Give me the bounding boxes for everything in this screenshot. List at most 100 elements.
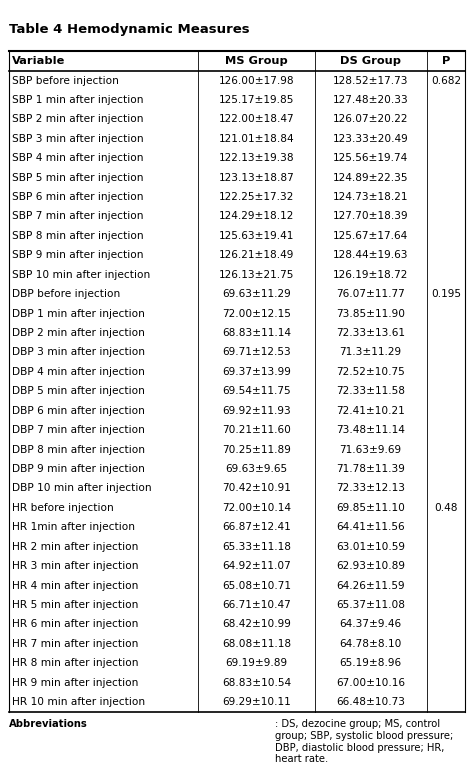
Text: 69.63±11.29: 69.63±11.29 (222, 289, 291, 299)
Text: 69.19±9.89: 69.19±9.89 (225, 658, 288, 668)
Text: 72.33±11.58: 72.33±11.58 (336, 387, 405, 397)
Text: 69.29±10.11: 69.29±10.11 (222, 697, 291, 707)
Text: 122.00±18.47: 122.00±18.47 (219, 114, 294, 124)
Text: 121.01±18.84: 121.01±18.84 (219, 133, 294, 143)
Text: 68.83±11.14: 68.83±11.14 (222, 328, 291, 338)
Text: 126.13±21.75: 126.13±21.75 (219, 270, 294, 280)
Text: 66.48±10.73: 66.48±10.73 (336, 697, 405, 707)
Text: 71.63±9.69: 71.63±9.69 (339, 445, 402, 455)
Text: HR 4 min after injection: HR 4 min after injection (12, 581, 139, 591)
Text: Abbreviations: Abbreviations (9, 719, 87, 729)
Text: 64.26±11.59: 64.26±11.59 (337, 581, 405, 591)
Text: 123.33±20.49: 123.33±20.49 (333, 133, 409, 143)
Text: SBP 7 min after injection: SBP 7 min after injection (12, 212, 144, 222)
Text: SBP before injection: SBP before injection (12, 75, 119, 86)
Text: SBP 4 min after injection: SBP 4 min after injection (12, 153, 144, 163)
Text: SBP 5 min after injection: SBP 5 min after injection (12, 173, 144, 183)
Text: DBP 6 min after injection: DBP 6 min after injection (12, 406, 145, 416)
Text: 69.54±11.75: 69.54±11.75 (222, 387, 291, 397)
Text: 62.93±10.89: 62.93±10.89 (336, 561, 405, 571)
Text: 72.52±10.75: 72.52±10.75 (336, 367, 405, 377)
Text: HR 2 min after injection: HR 2 min after injection (12, 542, 139, 551)
Text: SBP 1 min after injection: SBP 1 min after injection (12, 95, 144, 105)
Text: 72.00±12.15: 72.00±12.15 (222, 308, 291, 318)
Text: DBP before injection: DBP before injection (12, 289, 120, 299)
Text: 65.33±11.18: 65.33±11.18 (222, 542, 291, 551)
Text: 126.19±18.72: 126.19±18.72 (333, 270, 408, 280)
Text: P: P (442, 56, 450, 66)
Text: HR 10 min after injection: HR 10 min after injection (12, 697, 146, 707)
Text: 68.83±10.54: 68.83±10.54 (222, 677, 291, 688)
Text: 0.48: 0.48 (434, 503, 458, 513)
Text: HR 8 min after injection: HR 8 min after injection (12, 658, 139, 668)
Text: Variable: Variable (12, 56, 66, 66)
Text: 72.00±10.14: 72.00±10.14 (222, 503, 291, 513)
Text: 72.33±13.61: 72.33±13.61 (336, 328, 405, 338)
Text: HR 1min after injection: HR 1min after injection (12, 522, 135, 532)
Text: 71.3±11.29: 71.3±11.29 (339, 347, 402, 357)
Text: 122.13±19.38: 122.13±19.38 (219, 153, 294, 163)
Text: 73.85±11.90: 73.85±11.90 (336, 308, 405, 318)
Text: DBP 8 min after injection: DBP 8 min after injection (12, 445, 146, 455)
Text: 126.00±17.98: 126.00±17.98 (219, 75, 294, 86)
Text: 125.17±19.85: 125.17±19.85 (219, 95, 294, 105)
Text: 124.89±22.35: 124.89±22.35 (333, 173, 409, 183)
Text: 124.73±18.21: 124.73±18.21 (333, 192, 409, 202)
Text: 0.682: 0.682 (431, 75, 461, 86)
Text: 64.78±8.10: 64.78±8.10 (339, 639, 402, 649)
Text: SBP 8 min after injection: SBP 8 min after injection (12, 231, 144, 241)
Text: DBP 5 min after injection: DBP 5 min after injection (12, 387, 145, 397)
Text: 69.71±12.53: 69.71±12.53 (222, 347, 291, 357)
Text: HR before injection: HR before injection (12, 503, 114, 513)
Text: SBP 2 min after injection: SBP 2 min after injection (12, 114, 144, 124)
Text: 68.08±11.18: 68.08±11.18 (222, 639, 291, 649)
Text: 65.08±10.71: 65.08±10.71 (222, 581, 291, 591)
Text: 127.48±20.33: 127.48±20.33 (333, 95, 409, 105)
Text: 66.87±12.41: 66.87±12.41 (222, 522, 291, 532)
Text: 128.44±19.63: 128.44±19.63 (333, 250, 409, 260)
Text: : DS, dezocine group; MS, control group; SBP, systolic blood pressure; DBP, dias: : DS, dezocine group; MS, control group;… (275, 719, 453, 764)
Text: SBP 6 min after injection: SBP 6 min after injection (12, 192, 144, 202)
Text: 66.71±10.47: 66.71±10.47 (222, 600, 291, 610)
Text: DBP 10 min after injection: DBP 10 min after injection (12, 483, 152, 493)
Text: 126.07±20.22: 126.07±20.22 (333, 114, 409, 124)
Text: 123.13±18.87: 123.13±18.87 (219, 173, 294, 183)
Text: 124.29±18.12: 124.29±18.12 (219, 212, 294, 222)
Text: 69.63±9.65: 69.63±9.65 (225, 464, 288, 474)
Text: 127.70±18.39: 127.70±18.39 (333, 212, 409, 222)
Text: 72.41±10.21: 72.41±10.21 (336, 406, 405, 416)
Text: 65.19±8.96: 65.19±8.96 (339, 658, 402, 668)
Text: SBP 10 min after injection: SBP 10 min after injection (12, 270, 151, 280)
Text: 125.67±17.64: 125.67±17.64 (333, 231, 408, 241)
Text: 72.33±12.13: 72.33±12.13 (336, 483, 405, 493)
Text: DS Group: DS Group (340, 56, 401, 66)
Text: 69.92±11.93: 69.92±11.93 (222, 406, 291, 416)
Text: HR 3 min after injection: HR 3 min after injection (12, 561, 139, 571)
Text: DBP 3 min after injection: DBP 3 min after injection (12, 347, 146, 357)
Text: 70.42±10.91: 70.42±10.91 (222, 483, 291, 493)
Text: 76.07±11.77: 76.07±11.77 (336, 289, 405, 299)
Text: SBP 9 min after injection: SBP 9 min after injection (12, 250, 144, 260)
Text: 64.92±11.07: 64.92±11.07 (222, 561, 291, 571)
Text: HR 6 min after injection: HR 6 min after injection (12, 620, 139, 630)
Text: DBP 2 min after injection: DBP 2 min after injection (12, 328, 145, 338)
Text: DBP 9 min after injection: DBP 9 min after injection (12, 464, 145, 474)
Text: HR 5 min after injection: HR 5 min after injection (12, 600, 139, 610)
Text: 0.195: 0.195 (431, 289, 461, 299)
Text: 64.41±11.56: 64.41±11.56 (337, 522, 405, 532)
Text: 128.52±17.73: 128.52±17.73 (333, 75, 409, 86)
Text: 73.48±11.14: 73.48±11.14 (336, 425, 405, 435)
Text: 125.63±19.41: 125.63±19.41 (219, 231, 294, 241)
Text: 69.85±11.10: 69.85±11.10 (336, 503, 405, 513)
Text: 70.21±11.60: 70.21±11.60 (222, 425, 291, 435)
Text: SBP 3 min after injection: SBP 3 min after injection (12, 133, 144, 143)
Text: 71.78±11.39: 71.78±11.39 (336, 464, 405, 474)
Text: 122.25±17.32: 122.25±17.32 (219, 192, 294, 202)
Text: 64.37±9.46: 64.37±9.46 (339, 620, 402, 630)
Text: 69.37±13.99: 69.37±13.99 (222, 367, 291, 377)
Text: Table 4 Hemodynamic Measures: Table 4 Hemodynamic Measures (9, 23, 249, 36)
Text: 70.25±11.89: 70.25±11.89 (222, 445, 291, 455)
Text: DBP 4 min after injection: DBP 4 min after injection (12, 367, 145, 377)
Text: HR 9 min after injection: HR 9 min after injection (12, 677, 139, 688)
Text: MS Group: MS Group (225, 56, 288, 66)
